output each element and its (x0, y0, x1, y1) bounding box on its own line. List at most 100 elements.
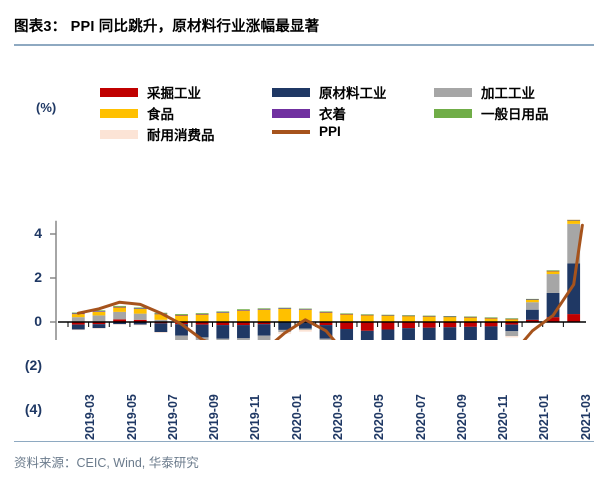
x-axis-label: 2020-01 (289, 393, 304, 440)
bar-segment (237, 310, 250, 311)
bar-segment (175, 324, 188, 336)
bar-segment (216, 325, 230, 339)
legend-item-1[interactable]: 原材料工业 (272, 82, 387, 102)
bar-segment (92, 311, 106, 312)
bar-segment (92, 322, 106, 325)
legend-item-2[interactable]: 加工工业 (434, 82, 535, 102)
x-axis-label: 2021-01 (537, 393, 552, 440)
legend-item-7[interactable]: PPI (272, 124, 341, 139)
bar-segment (237, 309, 250, 311)
bar-segment (195, 313, 209, 315)
bar-segment (484, 318, 498, 322)
bar-segment (237, 338, 250, 340)
bar-segment (340, 313, 354, 315)
bar-segment (133, 308, 147, 309)
bar-segment (360, 314, 374, 315)
bar-segment (443, 316, 457, 322)
bar-segment (71, 314, 85, 318)
x-axis-label: 2019-09 (207, 393, 222, 440)
bar-segment (443, 322, 457, 328)
legend-swatch-ppi-line-icon (272, 129, 310, 134)
legend-item-6[interactable]: 耐用消费品 (100, 124, 215, 144)
bar-segment (422, 316, 436, 317)
legend-label: 原材料工业 (319, 86, 387, 101)
legend-item-5[interactable]: 一般日用品 (434, 103, 549, 123)
bar-segment (567, 263, 581, 315)
bar-segment (298, 309, 312, 322)
bar-segment (257, 324, 271, 336)
legend-item-3[interactable]: 食品 (100, 103, 174, 123)
bar-segment (92, 315, 106, 322)
bar-segment (360, 330, 374, 340)
bar-segment (402, 328, 415, 340)
legend-item-0[interactable]: 采掘工业 (100, 82, 201, 102)
bar-segment (133, 324, 147, 326)
legend-swatch-mining-icon (100, 87, 138, 97)
bar-segment (195, 322, 209, 325)
ppi-line-series (76, 223, 584, 340)
legend-item-4[interactable]: 衣着 (272, 103, 346, 123)
title-divider (14, 44, 594, 46)
bar-segment (340, 313, 354, 315)
bar-segment (92, 310, 106, 312)
legend-swatch-raw-material-icon (272, 87, 310, 97)
y-axis-label: (2) (24, 357, 42, 373)
bar-segment (505, 331, 519, 337)
bar-segment (319, 322, 333, 326)
bar-segment (154, 332, 168, 333)
bar-segment (319, 311, 333, 313)
bar-segment (298, 322, 312, 329)
y-axis-unit: (%) (36, 100, 57, 115)
bar-segment (216, 338, 230, 340)
bar-segment (505, 318, 519, 322)
x-axis-label: 2020-05 (372, 393, 387, 440)
bar-segment (113, 306, 126, 308)
bar-segment (113, 311, 126, 320)
bar-segment (340, 314, 354, 322)
chart-legend: 采掘工业 原材料工业 加工工业食品 衣着 一般日用品耐用消费品 PPI (100, 82, 600, 144)
x-axis-label: 2021-03 (578, 393, 593, 440)
bar-segment (133, 313, 147, 320)
x-axis-label: 2020-11 (496, 394, 511, 440)
bar-segment (484, 326, 498, 340)
bar-segment (422, 316, 436, 322)
footer-divider (14, 441, 594, 442)
legend-label: 耐用消费品 (147, 128, 215, 143)
bar-segment (319, 338, 333, 340)
x-axis-label: 2019-11 (248, 394, 263, 440)
y-axis-label: 0 (34, 313, 42, 329)
bar-segment (71, 329, 85, 331)
bar-segment (381, 329, 395, 340)
bar-segment (133, 308, 147, 314)
bar-segment (113, 307, 126, 312)
bar-segment (113, 324, 126, 325)
bar-segment (464, 316, 477, 318)
bar-segment (567, 219, 581, 221)
legend-label: 衣着 (319, 107, 346, 122)
bar-segment (92, 328, 106, 329)
y-axis-label: 2 (34, 269, 42, 285)
page-title: 图表3： PPI 同比跳升，原材料行业涨幅最显著 (14, 19, 320, 35)
bar-segment (237, 322, 250, 326)
bar-segment (402, 322, 415, 329)
bar-segment (154, 323, 168, 333)
bar-segment (505, 322, 519, 325)
bar-segment (278, 308, 292, 309)
bar-segment (422, 327, 436, 340)
bar-segment (278, 308, 292, 322)
bar-segment (340, 322, 354, 330)
bar-segment (154, 319, 168, 322)
bar-segment (360, 314, 374, 322)
bar-segment (464, 322, 477, 327)
y-axis-label: 4 (34, 225, 42, 241)
legend-swatch-clothing-icon (272, 108, 310, 118)
bar-segment (484, 317, 498, 319)
bar-segment (71, 324, 85, 330)
legend-swatch-durable-goods-icon (100, 129, 138, 139)
bar-group (71, 219, 581, 340)
chart-canvas (50, 219, 586, 340)
legend-swatch-processing-icon (434, 87, 472, 97)
bar-segment (133, 307, 147, 309)
bar-segment (526, 319, 539, 322)
